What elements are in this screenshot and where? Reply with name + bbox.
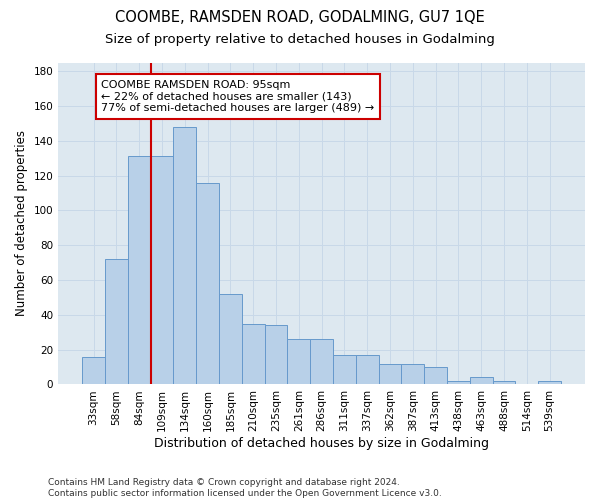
Text: Size of property relative to detached houses in Godalming: Size of property relative to detached ho… xyxy=(105,32,495,46)
Bar xyxy=(424,367,447,384)
Text: Contains HM Land Registry data © Crown copyright and database right 2024.
Contai: Contains HM Land Registry data © Crown c… xyxy=(48,478,442,498)
Bar xyxy=(493,381,515,384)
Bar xyxy=(333,355,356,384)
Bar xyxy=(265,326,287,384)
Bar xyxy=(173,127,196,384)
Bar xyxy=(287,339,310,384)
X-axis label: Distribution of detached houses by size in Godalming: Distribution of detached houses by size … xyxy=(154,437,489,450)
Bar xyxy=(128,156,151,384)
Bar xyxy=(105,259,128,384)
Bar xyxy=(356,355,379,384)
Bar xyxy=(401,364,424,384)
Bar xyxy=(219,294,242,384)
Bar xyxy=(82,356,105,384)
Bar xyxy=(470,378,493,384)
Text: COOMBE, RAMSDEN ROAD, GODALMING, GU7 1QE: COOMBE, RAMSDEN ROAD, GODALMING, GU7 1QE xyxy=(115,10,485,25)
Bar xyxy=(379,364,401,384)
Bar xyxy=(447,381,470,384)
Bar xyxy=(242,324,265,384)
Text: COOMBE RAMSDEN ROAD: 95sqm
← 22% of detached houses are smaller (143)
77% of sem: COOMBE RAMSDEN ROAD: 95sqm ← 22% of deta… xyxy=(101,80,375,113)
Bar xyxy=(310,339,333,384)
Bar xyxy=(538,381,561,384)
Y-axis label: Number of detached properties: Number of detached properties xyxy=(15,130,28,316)
Bar xyxy=(151,156,173,384)
Bar xyxy=(196,182,219,384)
